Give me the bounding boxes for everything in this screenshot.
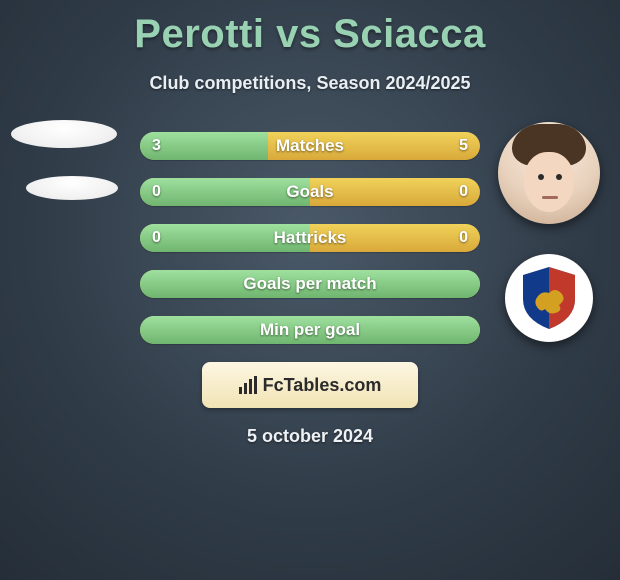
right-player-photo bbox=[498, 122, 600, 224]
page-title: Perotti vs Sciacca bbox=[0, 0, 620, 57]
left-player-column bbox=[10, 120, 118, 200]
logo-text: FcTables.com bbox=[263, 375, 382, 396]
fctables-logo-badge: FcTables.com bbox=[202, 362, 418, 408]
left-club-crest-placeholder bbox=[26, 176, 118, 200]
date-text: 5 october 2024 bbox=[0, 426, 620, 447]
stat-row-min-per-goal: Min per goal bbox=[140, 316, 480, 344]
right-club-crest bbox=[505, 254, 593, 342]
stat-row-goals-per-match: Goals per match bbox=[140, 270, 480, 298]
stat-label: Goals per match bbox=[140, 274, 480, 294]
stat-row-goals: 0 Goals 0 bbox=[140, 178, 480, 206]
bar-chart-icon bbox=[239, 376, 257, 394]
stat-right-value: 0 bbox=[459, 229, 468, 247]
stat-row-hattricks: 0 Hattricks 0 bbox=[140, 224, 480, 252]
stat-row-matches: 3 Matches 5 bbox=[140, 132, 480, 160]
stat-right-value: 0 bbox=[459, 183, 468, 201]
subtitle: Club competitions, Season 2024/2025 bbox=[0, 73, 620, 94]
left-player-photo-placeholder bbox=[11, 120, 117, 148]
stat-label: Hattricks bbox=[140, 228, 480, 248]
stat-label: Min per goal bbox=[140, 320, 480, 340]
stat-label: Goals bbox=[140, 182, 480, 202]
right-player-column bbox=[498, 122, 600, 342]
stat-label: Matches bbox=[140, 136, 480, 156]
club-crest-icon bbox=[519, 265, 579, 331]
stat-right-value: 5 bbox=[459, 137, 468, 155]
